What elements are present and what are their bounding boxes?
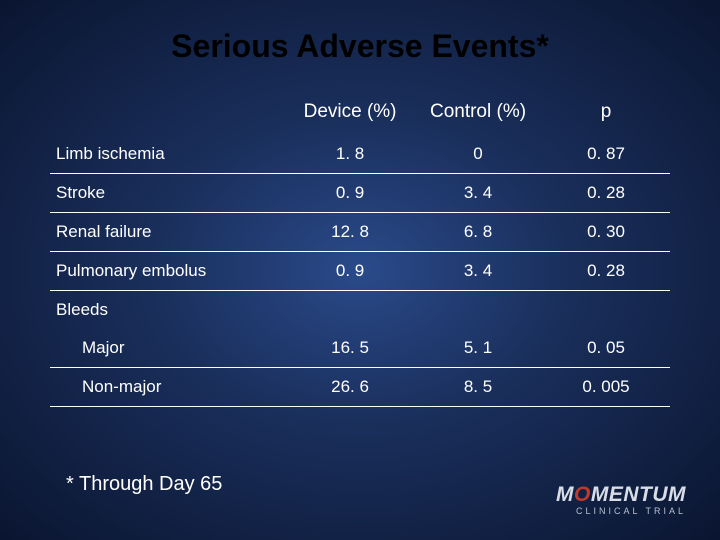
footnote: * Through Day 65	[66, 473, 222, 496]
cell-control: 5. 1	[414, 329, 542, 368]
col-header-control: Control (%)	[414, 93, 542, 135]
cell-control: 3. 4	[414, 252, 542, 291]
cell-p: 0. 05	[542, 329, 670, 368]
table-row: Renal failure 12. 8 6. 8 0. 30	[50, 213, 670, 252]
slide-title: Serious Adverse Events*	[50, 28, 670, 65]
cell-control: 3. 4	[414, 174, 542, 213]
cell-device: 0. 9	[286, 252, 414, 291]
cell-device: 1. 8	[286, 135, 414, 174]
logo-text-pre: M	[556, 483, 574, 506]
logo: MOMENTUM CLINICAL TRIAL	[556, 484, 686, 516]
cell-p: 0. 87	[542, 135, 670, 174]
cell-p: 0. 28	[542, 174, 670, 213]
logo-accent-o: O	[574, 483, 591, 506]
table-body: Limb ischemia 1. 8 0 0. 87 Stroke 0. 9 3…	[50, 135, 670, 407]
col-header-device: Device (%)	[286, 93, 414, 135]
events-table: Device (%) Control (%) p Limb ischemia 1…	[50, 93, 670, 407]
cell-device: 26. 6	[286, 368, 414, 407]
table-row: Stroke 0. 9 3. 4 0. 28	[50, 174, 670, 213]
table-row: Bleeds	[50, 291, 670, 330]
cell-device: 16. 5	[286, 329, 414, 368]
row-label: Bleeds	[50, 291, 286, 330]
logo-sub: CLINICAL TRIAL	[556, 507, 686, 516]
cell-control	[414, 291, 542, 330]
cell-device	[286, 291, 414, 330]
row-label: Major	[50, 329, 286, 368]
table-row: Non-major 26. 6 8. 5 0. 005	[50, 368, 670, 407]
table-header-row: Device (%) Control (%) p	[50, 93, 670, 135]
cell-p	[542, 291, 670, 330]
cell-device: 0. 9	[286, 174, 414, 213]
slide: Serious Adverse Events* Device (%) Contr…	[0, 0, 720, 540]
table-row: Pulmonary embolus 0. 9 3. 4 0. 28	[50, 252, 670, 291]
row-label: Pulmonary embolus	[50, 252, 286, 291]
col-header-p: p	[542, 93, 670, 135]
cell-control: 0	[414, 135, 542, 174]
logo-main: MOMENTUM	[556, 484, 686, 505]
cell-p: 0. 30	[542, 213, 670, 252]
col-header-empty	[50, 93, 286, 135]
cell-control: 6. 8	[414, 213, 542, 252]
logo-text-post: MENTUM	[591, 483, 686, 506]
cell-p: 0. 005	[542, 368, 670, 407]
cell-control: 8. 5	[414, 368, 542, 407]
cell-device: 12. 8	[286, 213, 414, 252]
row-label: Renal failure	[50, 213, 286, 252]
row-label: Non-major	[50, 368, 286, 407]
table-row: Limb ischemia 1. 8 0 0. 87	[50, 135, 670, 174]
cell-p: 0. 28	[542, 252, 670, 291]
row-label: Limb ischemia	[50, 135, 286, 174]
table-row: Major 16. 5 5. 1 0. 05	[50, 329, 670, 368]
row-label: Stroke	[50, 174, 286, 213]
